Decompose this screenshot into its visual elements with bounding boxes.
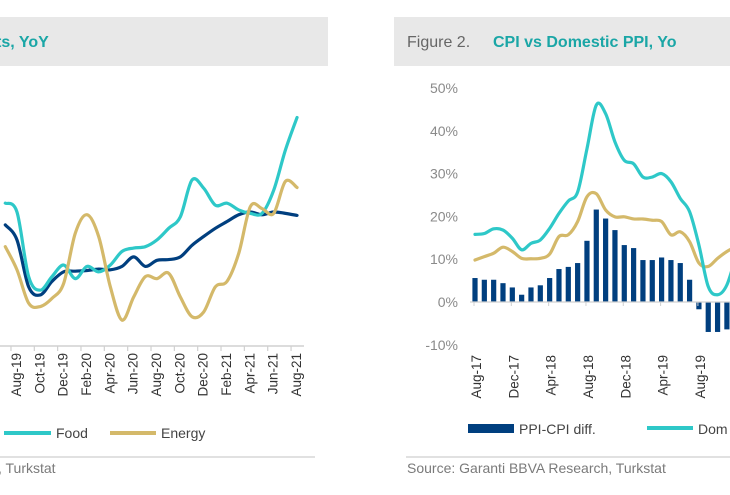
legend-label-domestic-ppi: Dom — [698, 421, 728, 437]
bar-ppi-cpi-diff — [686, 279, 693, 302]
bar-ppi-cpi-diff — [649, 260, 655, 302]
right-plot-area — [470, 101, 730, 332]
bar-ppi-cpi-diff — [640, 260, 646, 302]
left-x-tick-label: Jun-21 — [266, 353, 281, 394]
left-x-tick-label: Oct-20 — [172, 353, 187, 394]
left-title-bar — [0, 17, 328, 66]
right-x-ticks: Aug-17 Dec-17 Apr-18 Aug-18 Dec-18 Apr-19 Aug-… — [469, 302, 708, 399]
bar-ppi-cpi-diff — [547, 278, 553, 302]
bar-ppi-cpi-diff — [714, 302, 721, 332]
bar-ppi-cpi-diff — [537, 285, 543, 302]
right-x-tick-label: Aug-18 — [581, 355, 596, 399]
left-x-tick-label: Jun-20 — [126, 353, 141, 394]
right-y-tick-label: 10% — [430, 251, 458, 267]
right-x-tick-label: Apr-19 — [656, 355, 671, 396]
bar-ppi-cpi-diff — [500, 283, 506, 302]
right-y-tick-label: 30% — [430, 166, 458, 182]
left-x-tick-label: Apr-21 — [242, 353, 257, 394]
right-y-tick-label: -10% — [425, 337, 458, 353]
bar-ppi-cpi-diff — [621, 245, 627, 302]
right-y-tick-label: 40% — [430, 123, 458, 139]
bar-ppi-cpi-diff — [724, 302, 730, 330]
legend-label-food: Food — [56, 425, 88, 441]
left-source: , Turkstat — [0, 460, 56, 476]
left-x-tick-label: Apr-20 — [102, 353, 117, 394]
left-x-tick-label: Feb-20 — [79, 353, 94, 396]
right-y-axis: 50% 40% 30% 20% 10% 0% -10% — [425, 80, 458, 353]
bar-ppi-cpi-diff — [528, 287, 534, 302]
bar-ppi-cpi-diff — [519, 294, 525, 302]
bar-ppi-cpi-diff — [668, 260, 674, 302]
left-x-tick-label: Dec-19 — [56, 353, 71, 397]
bar-ppi-cpi-diff — [677, 263, 683, 302]
bar-ppi-cpi-diff — [575, 263, 581, 302]
left-x-tick-label: Aug-21 — [289, 353, 304, 397]
bar-ppi-cpi-diff — [565, 266, 571, 302]
right-legend: PPI-CPI diff. Dom — [468, 421, 728, 437]
legend-swatch-ppi-cpi-diff — [468, 424, 514, 433]
left-x-ticks: Aug-19 Oct-19 Dec-19 Feb-20 Apr-20 Jun-20 Aug-… — [9, 346, 304, 397]
right-x-tick-label: Aug-17 — [469, 355, 484, 399]
left-x-tick-label: Feb-21 — [219, 353, 234, 396]
left-x-tick-label: Aug-19 — [9, 353, 24, 397]
bar-ppi-cpi-diff — [631, 248, 637, 302]
bar-ppi-cpi-diff — [705, 302, 711, 332]
right-y-tick-label: 0% — [438, 294, 458, 310]
left-x-tick-label: Dec-20 — [196, 353, 211, 397]
figure-number: Figure 2. — [407, 34, 470, 51]
left-series-line-energy — [3, 178, 299, 322]
bar-ppi-cpi-diff — [491, 279, 497, 302]
right-chart-title: CPI vs Domestic PPI, Yo — [493, 34, 677, 51]
left-x-tick-label: Oct-19 — [32, 353, 47, 394]
left-x-tick-label: Aug-20 — [149, 353, 164, 397]
bar-ppi-cpi-diff — [556, 269, 562, 302]
bar-ppi-cpi-diff — [696, 302, 702, 310]
bar-ppi-cpi-diff — [509, 287, 515, 302]
right-series-line-domestic-ppi — [473, 101, 730, 297]
right-source: Source: Garanti BBVA Research, Turkstat — [407, 460, 666, 476]
bar-ppi-cpi-diff — [593, 209, 599, 302]
bar-ppi-cpi-diff — [584, 240, 590, 302]
bar-ppi-cpi-diff — [603, 218, 609, 302]
right-x-tick-label: Aug-19 — [693, 355, 708, 399]
legend-label-ppi-cpi-diff: PPI-CPI diff. — [519, 421, 596, 437]
right-x-tick-label: Apr-18 — [544, 355, 559, 396]
right-x-tick-label: Dec-18 — [618, 355, 633, 399]
left-plot-area — [3, 115, 299, 322]
right-y-tick-label: 20% — [430, 208, 458, 224]
left-chart-title: ts, YoY — [0, 34, 49, 51]
right-y-tick-label: 50% — [430, 80, 458, 96]
legend-label-energy: Energy — [161, 425, 205, 441]
bar-ppi-cpi-diff — [612, 230, 618, 302]
bar-ppi-cpi-diff — [481, 279, 487, 302]
bar-ppi-cpi-diff — [472, 278, 478, 302]
right-title-bar — [394, 17, 730, 66]
left-legend: Food Energy — [4, 425, 205, 441]
right-series-line-unlabeled — [473, 190, 730, 269]
bar-ppi-cpi-diff — [659, 257, 665, 302]
right-x-tick-label: Dec-17 — [506, 355, 521, 399]
